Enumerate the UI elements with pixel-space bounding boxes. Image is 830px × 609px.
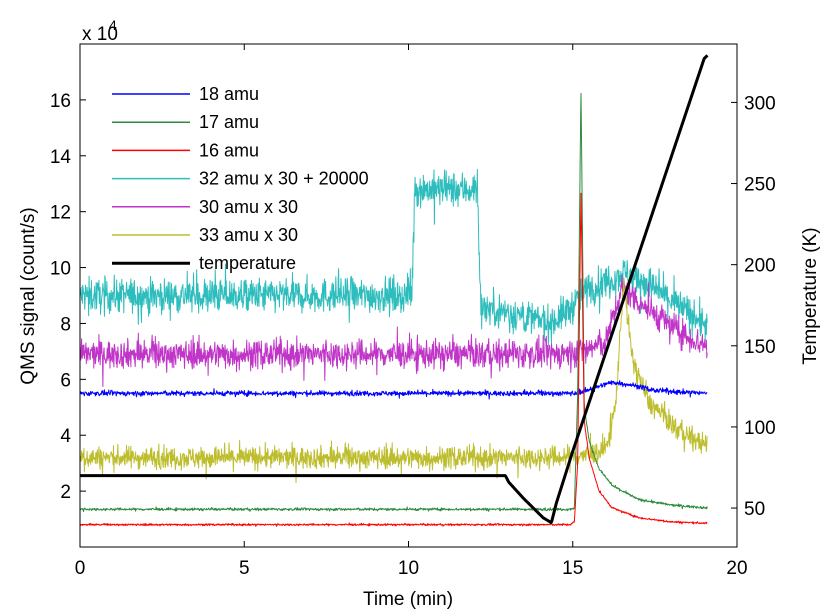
y2-tick-label: 100 (744, 418, 776, 439)
series-line-30-amu-x-30 (80, 274, 708, 387)
series-layer (80, 54, 709, 527)
x-tick-label: 5 (239, 558, 250, 579)
y2-axis-title: Temperature (K) (800, 227, 821, 364)
legend-label: 30 amu x 30 (199, 197, 298, 217)
y-axis-title: QMS signal (count/s) (18, 207, 39, 384)
y-tick-label: 10 (50, 259, 71, 280)
y2-tick-label: 150 (744, 337, 776, 358)
y-multiplier-label: x 10 (82, 24, 118, 45)
y-tick-label: 12 (50, 203, 71, 224)
legend-label: 17 amu (199, 112, 259, 132)
legend-label: 18 amu (199, 84, 259, 104)
legend-label: 16 amu (199, 140, 259, 160)
legend-label: 32 amu x 30 + 20000 (199, 169, 369, 189)
y-tick-label: 4 (60, 426, 71, 447)
y-tick-label: 8 (60, 314, 71, 335)
y-tick-label: 16 (50, 91, 71, 112)
y2-tick-label: 250 (744, 175, 776, 196)
y-tick-label: 14 (50, 147, 72, 168)
x-tick-label: 10 (398, 558, 419, 579)
y-multiplier-exponent: 4 (109, 17, 117, 33)
x-axis-title: Time (min) (363, 589, 453, 609)
series-line-17-amu (80, 92, 708, 513)
x-tick-label: 15 (562, 558, 583, 579)
x-tick-label: 20 (726, 558, 747, 579)
series-line-temperature (80, 54, 709, 524)
y-tick-label: 2 (60, 482, 71, 503)
y2-tick-label: 300 (744, 93, 776, 114)
legend: 18 amu 17 amu 16 amu 32 amu x 30 + 20000 30 … (112, 84, 369, 273)
legend-label: 33 amu x 30 (199, 225, 298, 245)
y2-tick-label: 200 (744, 256, 776, 277)
tick-layer: 0 5 10 15 20 2 4 6 8 10 12 14 16 50 100 150 200 250 300 (50, 44, 776, 579)
y2-tick-label: 50 (744, 499, 765, 520)
series-line-18-amu (80, 380, 708, 400)
series-line-32-amu-x-30-20000 (80, 168, 708, 346)
series-line-33-amu-x-30 (80, 277, 708, 484)
x-tick-label: 0 (75, 558, 86, 579)
series-line-16-amu (80, 192, 708, 527)
legend-label: temperature (199, 253, 296, 273)
y-tick-label: 6 (60, 370, 71, 391)
